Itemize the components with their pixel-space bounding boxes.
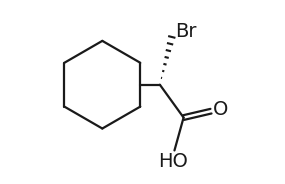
Text: Br: Br (175, 22, 197, 41)
Text: HO: HO (159, 152, 188, 171)
Text: O: O (213, 100, 228, 119)
